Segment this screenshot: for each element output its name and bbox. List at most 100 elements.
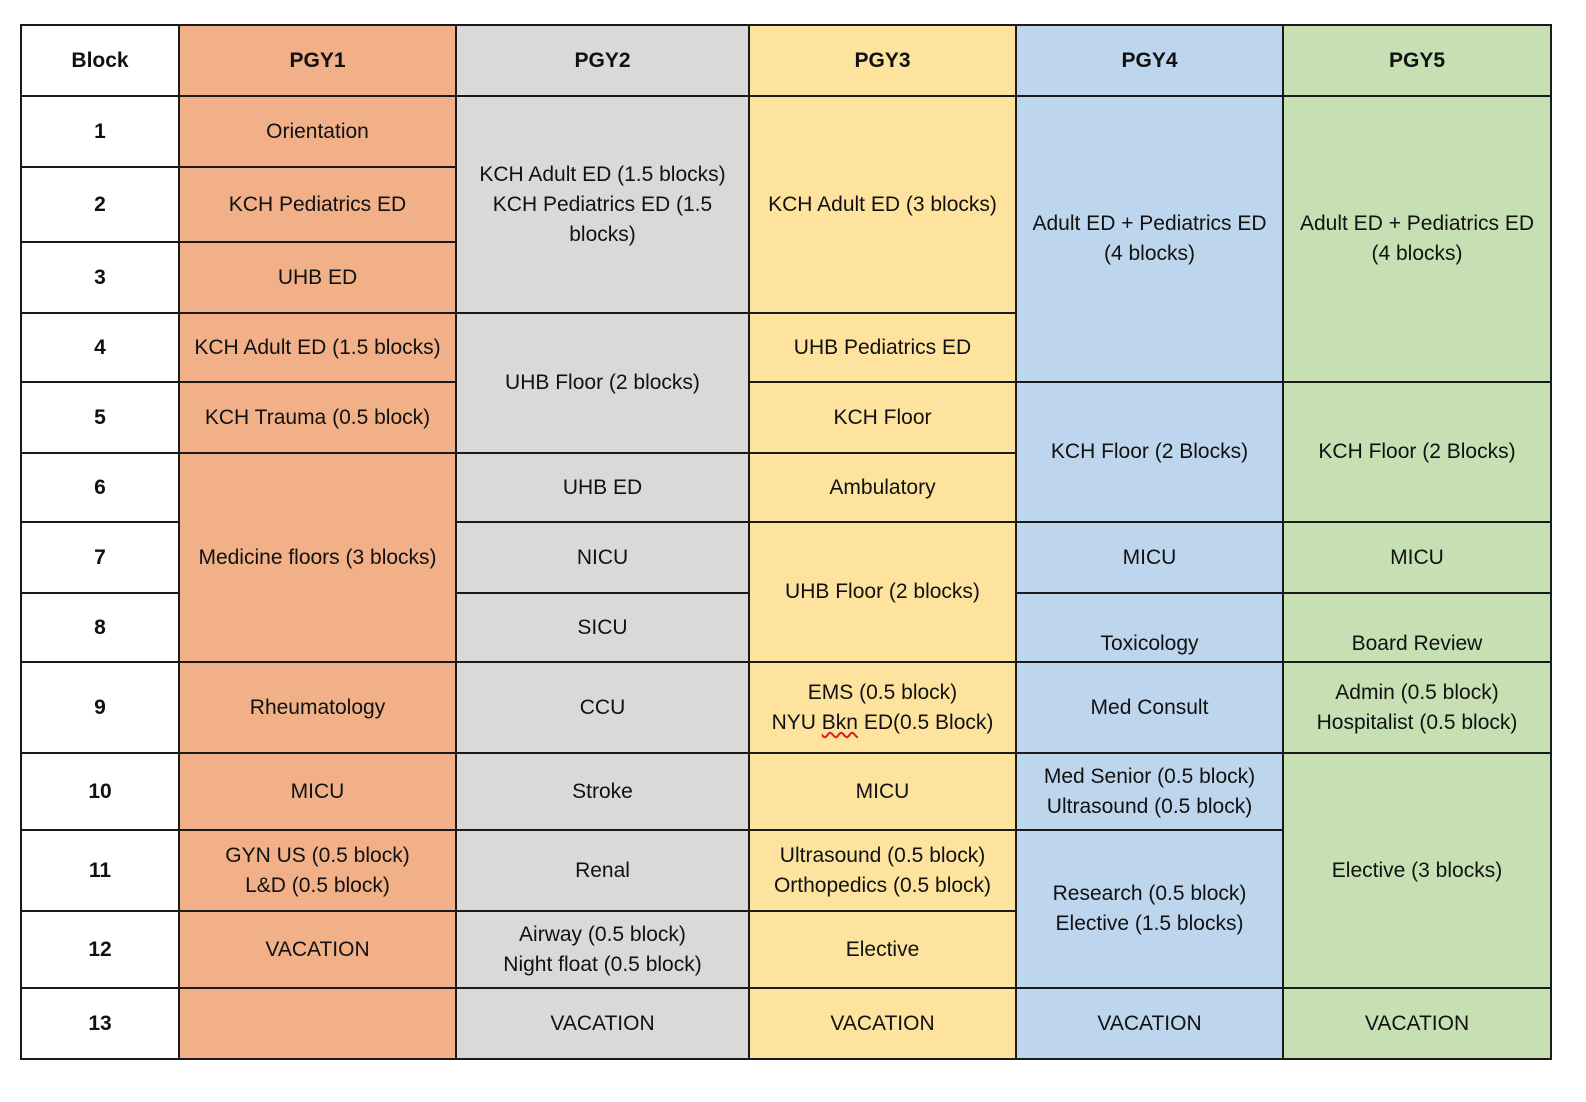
pgy3-cell: KCH Floor xyxy=(748,381,1017,454)
table-row: 3 UHB ED xyxy=(20,241,1551,314)
pgy1-cell: MICU xyxy=(178,752,457,831)
pgy2-cell: NICU xyxy=(455,521,750,594)
cell-line: Med Senior (0.5 block) xyxy=(1043,764,1256,788)
cell-line: Ultrasound (0.5 block) xyxy=(779,843,986,867)
cell-line: EMS (0.5 block) xyxy=(807,680,958,704)
pgy3-cell: UHB Floor (2 blocks) xyxy=(748,521,1017,663)
block-number: 13 xyxy=(20,987,180,1060)
cell-line: Adult ED + Pediatrics ED xyxy=(1032,212,1267,235)
block-number: 4 xyxy=(20,312,180,383)
table-row: 2 KCH Pediatrics ED xyxy=(20,166,1551,243)
pgy1-cell: Orientation xyxy=(178,95,457,168)
table-row: 8 SICU Toxicology Board Review xyxy=(20,592,1552,663)
block-number: 3 xyxy=(20,241,180,314)
table-row: 5 KCH Trauma (0.5 block) KCH Floor KCH F… xyxy=(20,381,1552,523)
cell-line: L&D (0.5 block) xyxy=(245,873,390,897)
pgy2-cell: Airway (0.5 block) Night float (0.5 bloc… xyxy=(455,910,750,989)
cell-line: Hospitalist (0.5 block) xyxy=(1316,710,1518,734)
block-number: 6 xyxy=(20,452,180,523)
pgy4-cell: Research (0.5 block) Elective (1.5 block… xyxy=(1015,829,1284,989)
table-row: 6 Medicine floors (3 blocks) UHB ED Ambu… xyxy=(20,452,1551,663)
cell-line: GYN US (0.5 block) xyxy=(225,843,410,867)
cell-line: (4 blocks) xyxy=(1371,242,1463,265)
pgy5-cell: KCH Floor (2 Blocks) xyxy=(1282,381,1552,523)
pgy1-cell: KCH Trauma (0.5 block) xyxy=(178,381,457,454)
pgy2-cell: UHB ED xyxy=(455,452,750,523)
header-pgy4: PGY4 xyxy=(1015,24,1284,97)
pgy3-cell: VACATION xyxy=(748,987,1017,1060)
block-number: 10 xyxy=(20,752,180,831)
pgy3-cell: EMS (0.5 block) NYU Bkn ED(0.5 Block) xyxy=(748,661,1017,754)
pgy1-cell: Medicine floors (3 blocks) xyxy=(178,452,457,663)
pgy4-cell: Adult ED + Pediatrics ED (4 blocks) xyxy=(1015,95,1284,383)
rotation-schedule-table: Block PGY1 PGY2 PGY3 PGY4 PGY5 1 Orienta… xyxy=(20,24,1552,1060)
pgy1-cell xyxy=(178,987,457,1060)
table-row: 9 Rheumatology CCU EMS (0.5 block) NYU B… xyxy=(20,661,1552,754)
table-row: 7 NICU UHB Floor (2 blocks) MICU MICU xyxy=(20,521,1552,663)
table-row: 10 MICU Stroke MICU Med Senior (0.5 bloc… xyxy=(20,752,1552,989)
cell-line: NYU xyxy=(771,710,816,734)
pgy3-cell: Ultrasound (0.5 block) Orthopedics (0.5 … xyxy=(748,829,1017,912)
pgy3-cell: UHB Pediatrics ED xyxy=(748,312,1017,383)
pgy1-cell: KCH Adult ED (1.5 blocks) xyxy=(178,312,457,383)
cell-line: ED(0.5 Block) xyxy=(863,710,994,734)
pgy5-cell: Adult ED + Pediatrics ED (4 blocks) xyxy=(1282,95,1552,383)
pgy4-cell: VACATION xyxy=(1015,987,1284,1060)
pgy5-cell: MICU xyxy=(1282,521,1552,594)
pgy1-cell: UHB ED xyxy=(178,241,457,314)
cell-line: KCH Pediatrics ED (1.5 blocks) xyxy=(492,192,713,246)
header-pgy1: PGY1 xyxy=(178,24,457,97)
pgy2-cell: UHB Floor (2 blocks) xyxy=(455,312,750,454)
pgy5-cell: Board Review xyxy=(1282,592,1552,663)
pgy3-cell: KCH Adult ED (3 blocks) xyxy=(748,95,1017,314)
table-row: 4 KCH Adult ED (1.5 blocks) UHB Floor (2… xyxy=(20,312,1551,454)
pgy3-cell: MICU xyxy=(748,752,1017,831)
cell-line: Orthopedics (0.5 block) xyxy=(773,873,992,897)
cell-line: Elective (1.5 blocks) xyxy=(1055,912,1244,935)
pgy2-cell: VACATION xyxy=(455,987,750,1060)
pgy4-cell: MICU xyxy=(1015,521,1284,594)
pgy2-cell: SICU xyxy=(455,592,750,663)
cell-line: Admin (0.5 block) xyxy=(1335,680,1499,704)
cell-line: (4 blocks) xyxy=(1103,242,1196,265)
pgy3-cell: Ambulatory xyxy=(748,452,1017,523)
pgy1-cell: VACATION xyxy=(178,910,457,989)
pgy2-cell: CCU xyxy=(455,661,750,754)
table-row: 1 Orientation KCH Adult ED (1.5 blocks) … xyxy=(20,95,1552,383)
block-number: 12 xyxy=(20,910,180,989)
spelling-flagged-word: Bkn xyxy=(821,710,858,734)
cell-line: KCH Adult ED (1.5 blocks) xyxy=(479,162,726,186)
pgy2-cell: Stroke xyxy=(455,752,750,831)
block-number: 8 xyxy=(20,592,180,663)
pgy3-cell: Elective xyxy=(748,910,1017,989)
table-row: 11 GYN US (0.5 block) L&D (0.5 block) Re… xyxy=(20,829,1551,989)
pgy5-cell: Elective (3 blocks) xyxy=(1282,752,1552,989)
block-number: 2 xyxy=(20,166,180,243)
table-row: 12 VACATION Airway (0.5 block) Night flo… xyxy=(20,910,1551,989)
pgy1-cell: KCH Pediatrics ED xyxy=(178,166,457,243)
block-number: 9 xyxy=(20,661,180,754)
pgy4-cell: Toxicology xyxy=(1015,592,1284,663)
header-block: Block xyxy=(20,24,180,97)
pgy5-cell: VACATION xyxy=(1282,987,1552,1060)
cell-line: Ultrasound (0.5 block) xyxy=(1046,794,1253,818)
pgy4-cell: Med Senior (0.5 block) Ultrasound (0.5 b… xyxy=(1015,752,1284,831)
cell-line: Adult ED + Pediatrics ED xyxy=(1299,212,1534,235)
pgy5-cell: Admin (0.5 block) Hospitalist (0.5 block… xyxy=(1282,661,1552,754)
block-number: 1 xyxy=(20,95,180,168)
header-row: Block PGY1 PGY2 PGY3 PGY4 PGY5 xyxy=(20,24,1552,97)
header-pgy3: PGY3 xyxy=(748,24,1017,97)
pgy2-cell: Renal xyxy=(455,829,750,912)
cell-line: Research (0.5 block) xyxy=(1052,882,1247,905)
cell-line: Airway (0.5 block) xyxy=(519,922,686,946)
pgy1-cell: Rheumatology xyxy=(178,661,457,754)
pgy4-cell: Med Consult xyxy=(1015,661,1284,754)
block-number: 11 xyxy=(20,829,180,912)
header-pgy2: PGY2 xyxy=(455,24,750,97)
pgy2-cell: KCH Adult ED (1.5 blocks) KCH Pediatrics… xyxy=(455,95,750,314)
block-number: 5 xyxy=(20,381,180,454)
header-pgy5: PGY5 xyxy=(1282,24,1552,97)
cell-line: Night float (0.5 block) xyxy=(503,952,702,976)
pgy4-cell: KCH Floor (2 Blocks) xyxy=(1015,381,1284,523)
table-row: 13 VACATION VACATION VACATION VACATION xyxy=(20,987,1552,1060)
